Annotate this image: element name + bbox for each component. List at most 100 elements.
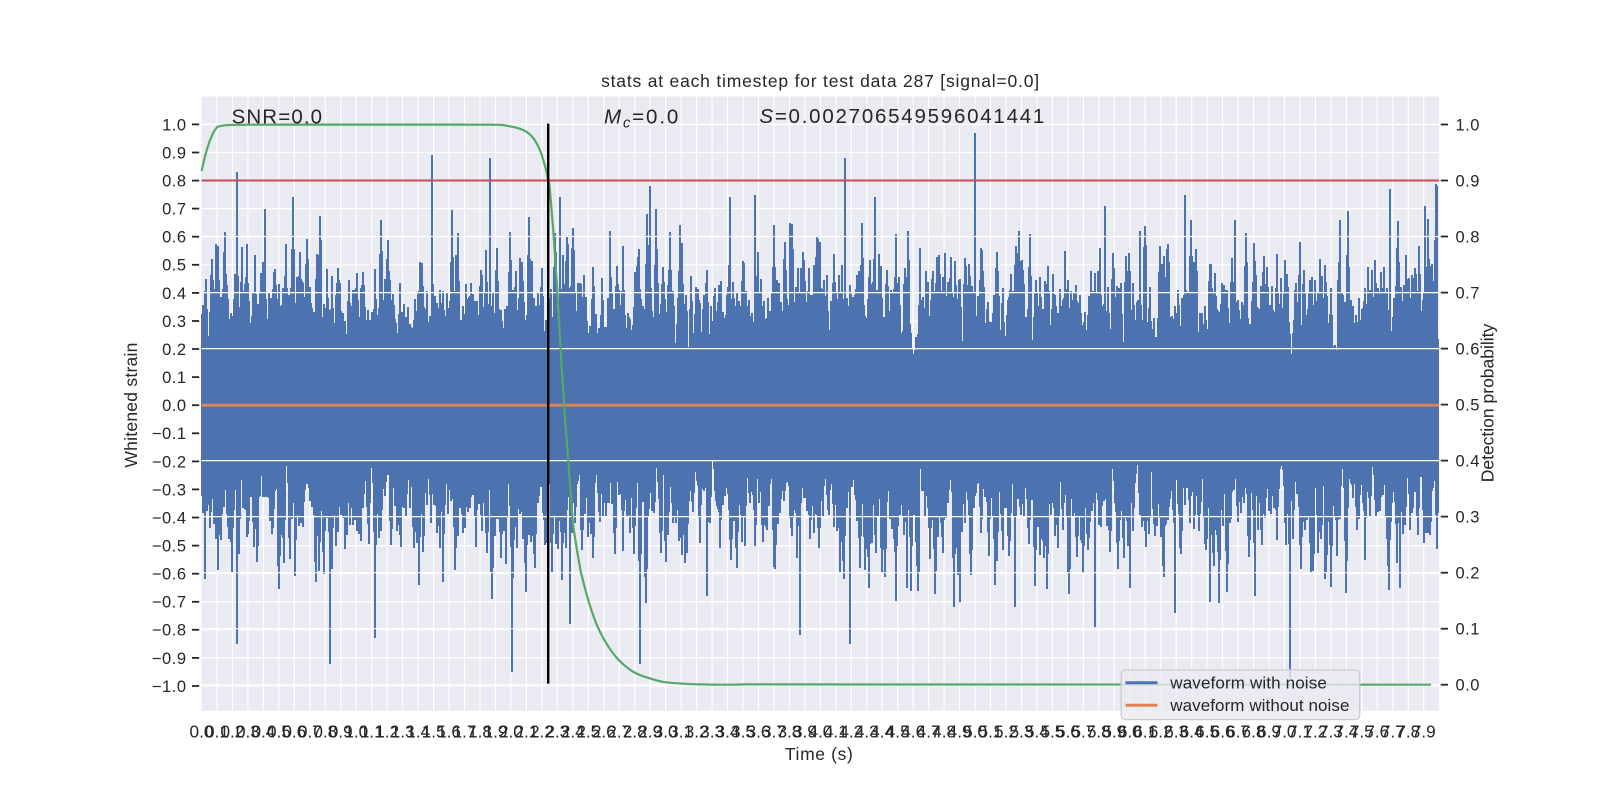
svg-text:0.5: 0.5 (162, 257, 186, 275)
svg-text:4.3: 4.3 (855, 721, 879, 741)
svg-text:6.6: 6.6 (1211, 721, 1235, 741)
svg-text:1.5: 1.5 (422, 721, 446, 741)
svg-text:waveform without noise: waveform without noise (1169, 696, 1349, 715)
svg-text:2.5: 2.5 (576, 721, 600, 741)
svg-text:1.4: 1.4 (406, 721, 430, 741)
svg-text:0.3: 0.3 (236, 721, 260, 741)
svg-text:5.0: 5.0 (963, 721, 987, 741)
svg-text:−0.8: −0.8 (152, 622, 187, 640)
svg-text:7.5: 7.5 (1350, 721, 1374, 741)
svg-text:0.7: 0.7 (298, 721, 322, 741)
svg-text:7.4: 7.4 (1334, 721, 1358, 741)
svg-text:0.2: 0.2 (220, 721, 244, 741)
svg-text:−0.9: −0.9 (152, 650, 187, 668)
svg-text:5.1: 5.1 (979, 721, 1003, 741)
svg-text:3.1: 3.1 (669, 721, 693, 741)
svg-text:0.8: 0.8 (1456, 228, 1480, 246)
svg-text:Mc=0.0: Mc=0.0 (604, 105, 680, 131)
svg-text:7.3: 7.3 (1319, 721, 1343, 741)
svg-text:7.8: 7.8 (1396, 721, 1420, 741)
svg-text:0.4: 0.4 (251, 721, 275, 741)
svg-text:0.2: 0.2 (162, 341, 186, 359)
svg-text:5.8: 5.8 (1087, 721, 1111, 741)
svg-text:7.1: 7.1 (1288, 721, 1312, 741)
svg-text:0.1: 0.1 (1456, 621, 1480, 639)
svg-text:0.7: 0.7 (162, 201, 186, 219)
svg-text:0.9: 0.9 (162, 144, 186, 162)
svg-text:2.6: 2.6 (592, 721, 616, 741)
svg-text:4.6: 4.6 (901, 721, 925, 741)
svg-text:6.4: 6.4 (1180, 721, 1204, 741)
svg-text:1.3: 1.3 (391, 721, 415, 741)
svg-text:0.4: 0.4 (162, 285, 186, 303)
svg-text:0.5: 0.5 (267, 721, 291, 741)
svg-text:7.9: 7.9 (1412, 721, 1436, 741)
svg-text:6.7: 6.7 (1226, 721, 1250, 741)
svg-text:6.8: 6.8 (1242, 721, 1266, 741)
svg-text:0.3: 0.3 (162, 313, 186, 331)
svg-text:5.7: 5.7 (1071, 721, 1095, 741)
svg-text:3.4: 3.4 (716, 721, 740, 741)
svg-text:0.3: 0.3 (1456, 509, 1480, 527)
svg-text:5.6: 5.6 (1056, 721, 1080, 741)
svg-text:2.8: 2.8 (623, 721, 647, 741)
svg-text:3.3: 3.3 (700, 721, 724, 741)
svg-text:waveform with noise: waveform with noise (1169, 673, 1327, 692)
svg-text:4.1: 4.1 (824, 721, 848, 741)
svg-text:Time (s): Time (s) (785, 744, 854, 764)
svg-text:4.5: 4.5 (886, 721, 910, 741)
svg-text:2.1: 2.1 (514, 721, 538, 741)
svg-text:4.2: 4.2 (839, 721, 863, 741)
svg-text:1.2: 1.2 (375, 721, 399, 741)
svg-text:6.2: 6.2 (1149, 721, 1173, 741)
svg-text:stats at each timestep for tes: stats at each timestep for test data 287… (601, 71, 1040, 91)
svg-text:2.9: 2.9 (638, 721, 662, 741)
svg-text:7.2: 7.2 (1303, 721, 1327, 741)
svg-text:SNR=0.0: SNR=0.0 (232, 105, 324, 128)
svg-text:2.0: 2.0 (499, 721, 523, 741)
svg-text:7.6: 7.6 (1365, 721, 1389, 741)
svg-text:1.0: 1.0 (1456, 116, 1480, 134)
svg-text:−0.6: −0.6 (152, 566, 187, 584)
svg-text:1.1: 1.1 (360, 721, 384, 741)
svg-text:7.7: 7.7 (1381, 721, 1405, 741)
svg-text:1.0: 1.0 (162, 116, 186, 134)
svg-text:4.8: 4.8 (932, 721, 956, 741)
svg-text:6.0: 6.0 (1118, 721, 1142, 741)
svg-text:−0.4: −0.4 (152, 509, 187, 527)
svg-text:0.8: 0.8 (313, 721, 337, 741)
svg-text:1.9: 1.9 (484, 721, 508, 741)
svg-text:3.7: 3.7 (762, 721, 786, 741)
svg-text:6.5: 6.5 (1195, 721, 1219, 741)
svg-text:S=0.002706549596041441: S=0.002706549596041441 (759, 105, 1046, 128)
svg-text:1.6: 1.6 (437, 721, 461, 741)
svg-text:3.6: 3.6 (747, 721, 771, 741)
svg-text:0.2: 0.2 (1456, 565, 1480, 583)
svg-text:5.2: 5.2 (994, 721, 1018, 741)
svg-text:1.8: 1.8 (468, 721, 492, 741)
svg-text:4.0: 4.0 (808, 721, 832, 741)
svg-text:−1.0: −1.0 (152, 678, 187, 696)
svg-text:0.8: 0.8 (162, 173, 186, 191)
svg-text:0.9: 0.9 (1456, 172, 1480, 190)
svg-text:3.5: 3.5 (731, 721, 755, 741)
svg-text:0.6: 0.6 (1456, 341, 1480, 359)
svg-text:3.2: 3.2 (685, 721, 709, 741)
svg-text:1.0: 1.0 (344, 721, 368, 741)
svg-text:−0.7: −0.7 (152, 594, 187, 612)
svg-text:7.0: 7.0 (1273, 721, 1297, 741)
svg-text:2.4: 2.4 (561, 721, 585, 741)
svg-text:5.9: 5.9 (1102, 721, 1126, 741)
svg-text:5.4: 5.4 (1025, 721, 1049, 741)
svg-text:0.4: 0.4 (1456, 453, 1480, 471)
svg-text:Detection probability: Detection probability (1478, 323, 1498, 482)
svg-text:6.9: 6.9 (1257, 721, 1281, 741)
svg-text:0.6: 0.6 (162, 229, 186, 247)
svg-text:2.3: 2.3 (545, 721, 569, 741)
svg-text:2.7: 2.7 (607, 721, 631, 741)
svg-text:3.9: 3.9 (793, 721, 817, 741)
svg-text:0.6: 0.6 (282, 721, 306, 741)
svg-text:6.3: 6.3 (1164, 721, 1188, 741)
svg-text:−0.2: −0.2 (152, 453, 187, 471)
svg-text:−0.3: −0.3 (152, 481, 187, 499)
